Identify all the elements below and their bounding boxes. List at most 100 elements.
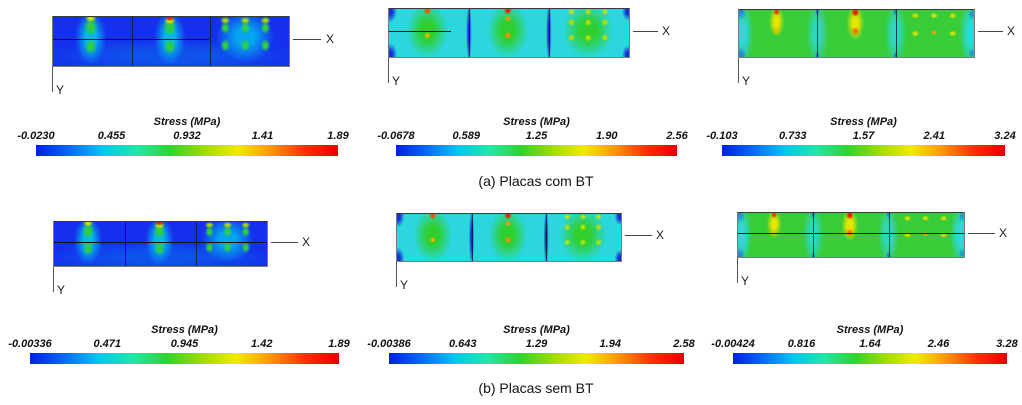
x-axis-label: X <box>326 32 335 46</box>
colorbar-tick-label: 0.589 <box>452 130 481 142</box>
plate-heatmap <box>738 9 975 58</box>
x-axis-line-inner <box>389 30 452 32</box>
colorbar-tick-label: 0.455 <box>97 130 126 142</box>
colorbar: Stress (MPa) -0.00424 0.816 1.64 2.46 3.28 <box>711 324 1018 364</box>
colorbar-tick-label: 3.24 <box>994 130 1016 142</box>
colorbar-tick-label: 1.90 <box>596 130 618 142</box>
colorbar-tick-label: 0.471 <box>93 338 122 350</box>
y-axis-label: Y <box>400 278 409 292</box>
y-axis-label: Y <box>56 83 65 97</box>
plate-divider <box>210 17 212 66</box>
plate-divider <box>813 213 815 257</box>
colorbar-tick-label: -0.103 <box>706 130 738 142</box>
y-axis-line <box>738 58 739 83</box>
colorbar-gradient <box>30 353 339 364</box>
colorbar-tick-label: 1.89 <box>327 130 349 142</box>
colorbar: Stress (MPa) -0.00336 0.471 0.945 1.42 1.89 <box>8 324 350 364</box>
x-axis-line-inner <box>53 39 209 41</box>
plate-heatmap <box>52 16 290 67</box>
x-axis-label: X <box>999 226 1008 240</box>
plate-divider <box>895 10 897 57</box>
x-axis-line-inner <box>54 241 267 243</box>
colorbar-title: Stress (MPa) <box>151 324 218 336</box>
colorbar-ticks: -0.103 0.733 1.57 2.41 3.24 <box>706 130 1015 144</box>
colorbar-tick-label: 1.94 <box>599 338 621 350</box>
colorbar-tick-label: 1.57 <box>852 130 875 142</box>
x-axis-line <box>293 39 321 40</box>
x-axis-line <box>271 242 298 243</box>
colorbar-title: Stress (MPa) <box>503 324 570 336</box>
plate-heatmap <box>396 213 622 262</box>
colorbar-gradient <box>722 145 1005 156</box>
colorbar-tick-label: 0.733 <box>778 130 807 142</box>
plate-divider <box>546 214 548 261</box>
x-axis-line <box>968 233 995 234</box>
colorbar: Stress (MPa) -0.103 0.733 1.57 2.41 3.24 <box>706 116 1016 156</box>
x-axis-label: X <box>1007 24 1016 38</box>
colorbar-tick-label: -0.0230 <box>17 130 55 142</box>
y-axis-line <box>737 258 738 283</box>
y-axis-label: Y <box>742 74 751 88</box>
x-axis-label: X <box>656 228 665 242</box>
colorbar-tick-label: -0.00386 <box>367 338 411 350</box>
plate-divider <box>888 213 890 257</box>
colorbar-tick-label: 1.89 <box>328 338 350 350</box>
colorbar-tick-label: 1.42 <box>251 338 273 350</box>
plate-heatmap <box>53 221 268 267</box>
colorbar-tick-label: 1.41 <box>251 130 274 142</box>
caption-row-b: (b) Placas sem BT <box>478 380 594 396</box>
colorbar-tick-label: 1.29 <box>525 338 548 350</box>
colorbar: Stress (MPa) -0.00386 0.643 1.29 1.94 2.58 <box>367 324 695 364</box>
y-axis-label: Y <box>392 74 401 88</box>
x-axis-line <box>625 235 652 236</box>
colorbar-tick-label: 0.816 <box>787 338 816 350</box>
colorbar-ticks: -0.0230 0.455 0.932 1.41 1.89 <box>17 130 348 144</box>
plate-divider <box>124 222 126 266</box>
x-axis-label: X <box>302 235 311 249</box>
colorbar-gradient <box>36 145 338 156</box>
y-axis-line <box>53 267 54 292</box>
colorbar: Stress (MPa) -0.0678 0.589 1.25 1.90 2.56 <box>377 116 688 156</box>
y-axis-label: Y <box>741 274 750 288</box>
colorbar-ticks: -0.00336 0.471 0.945 1.42 1.89 <box>8 338 349 352</box>
plate-divider <box>817 10 819 57</box>
y-axis-line <box>52 67 53 92</box>
colorbar-tick-label: 2.46 <box>927 338 950 350</box>
x-axis-line-inner <box>738 232 964 234</box>
plate-heatmap <box>737 212 965 258</box>
colorbar-ticks: -0.00386 0.643 1.29 1.94 2.58 <box>367 338 694 352</box>
colorbar-tick-label: 2.41 <box>923 130 945 142</box>
colorbar: Stress (MPa) -0.0230 0.455 0.932 1.41 1.89 <box>17 116 349 156</box>
colorbar-tick-label: -0.00336 <box>8 338 52 350</box>
colorbar-title: Stress (MPa) <box>836 324 904 336</box>
colorbar-tick-label: -0.00424 <box>711 338 755 350</box>
plate-divider <box>548 9 550 57</box>
plate-divider <box>468 9 470 57</box>
x-axis-line <box>633 31 658 32</box>
colorbar-gradient <box>396 145 677 156</box>
caption-row-a: (a) Placas com BT <box>478 173 594 189</box>
colorbar-gradient <box>733 353 1007 364</box>
colorbar-title: Stress (MPa) <box>503 116 570 128</box>
colorbar-tick-label: 1.64 <box>859 338 881 350</box>
colorbar-tick-label: 0.945 <box>170 338 199 350</box>
plate-divider <box>131 17 133 66</box>
colorbar-ticks: -0.00424 0.816 1.64 2.46 3.28 <box>711 338 1017 352</box>
x-axis-label: X <box>662 24 671 38</box>
colorbar-tick-label: -0.0678 <box>377 130 415 142</box>
plate-divider <box>471 214 473 261</box>
colorbar-tick-label: 0.932 <box>173 130 201 142</box>
colorbar-tick-label: 1.25 <box>525 130 548 142</box>
colorbar-tick-label: 0.643 <box>448 338 477 350</box>
colorbar-tick-label: 2.56 <box>666 130 688 142</box>
colorbar-title: Stress (MPa) <box>153 116 221 128</box>
y-axis-line <box>396 262 397 287</box>
y-axis-line <box>388 58 389 83</box>
colorbar-ticks: -0.0678 0.589 1.25 1.90 2.56 <box>377 130 687 144</box>
colorbar-tick-label: 2.58 <box>673 338 695 350</box>
